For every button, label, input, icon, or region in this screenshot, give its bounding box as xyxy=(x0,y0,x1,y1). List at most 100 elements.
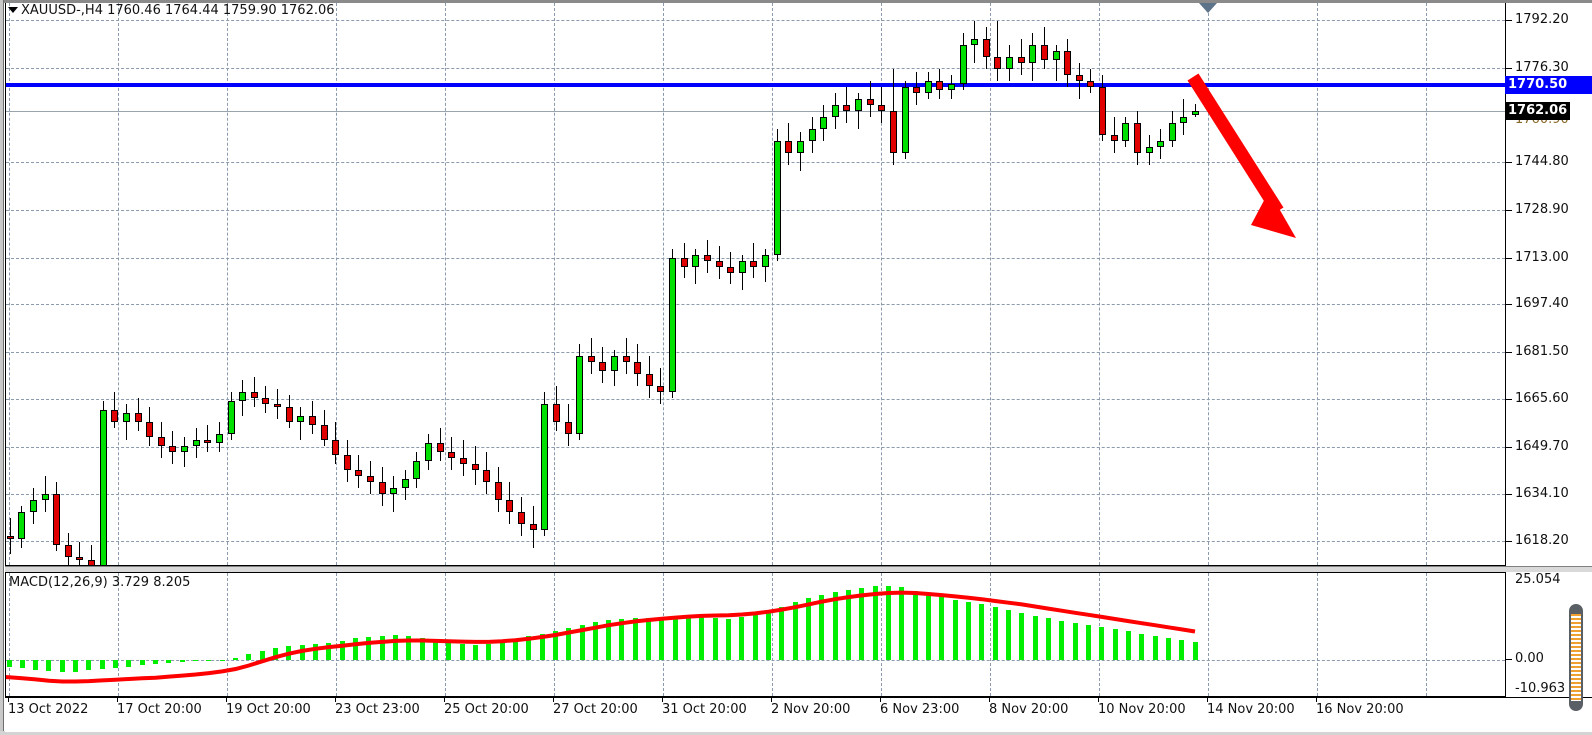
time-tick-label: 14 Nov 20:00 xyxy=(1207,702,1295,717)
candlestick xyxy=(622,3,630,565)
candlestick xyxy=(727,3,735,565)
candlestick xyxy=(820,3,828,565)
horizontal-level-line[interactable] xyxy=(6,83,1505,88)
price-tick xyxy=(1506,399,1512,401)
candle-wick xyxy=(1055,44,1057,81)
macd-histogram-bar xyxy=(619,618,625,660)
time-gridline xyxy=(1426,573,1427,696)
candlestick xyxy=(889,3,897,565)
candle-body-bearish xyxy=(320,425,328,441)
macd-histogram-bar xyxy=(979,604,985,660)
candle-wick xyxy=(1078,62,1080,99)
macd-histogram-bar xyxy=(19,659,25,668)
candle-wick xyxy=(1090,68,1092,93)
macd-tick xyxy=(1506,658,1512,660)
candle-body-bearish xyxy=(587,356,595,363)
candlestick xyxy=(518,3,526,565)
candle-body-bearish xyxy=(355,470,363,477)
candle-wick xyxy=(625,338,627,375)
candlestick xyxy=(1168,3,1176,565)
level-price-badge[interactable]: 1770.50 xyxy=(1505,76,1592,95)
window-left-border xyxy=(0,0,4,735)
candle-body-bearish xyxy=(448,452,456,459)
candlestick xyxy=(843,3,851,565)
candlestick xyxy=(157,3,165,565)
candlestick xyxy=(878,3,886,565)
scrollbar-grip[interactable] xyxy=(1571,614,1581,701)
candle-wick xyxy=(660,368,662,405)
macd-histogram-bar xyxy=(965,602,971,660)
candlestick xyxy=(1006,3,1014,565)
candlestick xyxy=(274,3,282,565)
candle-body-bullish xyxy=(855,98,863,111)
time-gridline xyxy=(1208,3,1209,565)
macd-histogram-bar xyxy=(419,637,425,660)
candle-body-bearish xyxy=(727,266,735,273)
candle-body-bearish xyxy=(274,404,282,408)
candlestick xyxy=(785,3,793,565)
window-bottom-border xyxy=(0,731,1592,735)
price-tick-label: 1697.40 xyxy=(1515,296,1569,312)
candle-body-bearish xyxy=(146,422,154,438)
macd-histogram-bar xyxy=(33,659,39,670)
candle-body-bullish xyxy=(401,479,409,489)
price-tick xyxy=(1506,162,1512,164)
candle-body-bearish xyxy=(53,494,61,546)
candle-body-bullish xyxy=(1157,140,1165,147)
candle-body-bullish xyxy=(947,83,955,90)
time-gridline xyxy=(445,3,446,565)
candle-body-bullish xyxy=(1168,122,1176,141)
candle-wick xyxy=(881,86,883,123)
candle-body-bearish xyxy=(483,470,491,483)
candlestick xyxy=(982,3,990,565)
candle-body-bearish xyxy=(843,104,851,111)
time-scale[interactable]: 13 Oct 2022 17 Oct 20:00 19 Oct 20:00 23 Oc… xyxy=(5,697,1592,732)
macd-histogram-bar xyxy=(579,625,585,660)
down-trend-arrow-icon[interactable] xyxy=(6,3,1505,565)
price-gridline xyxy=(6,304,1505,306)
candle-body-bearish xyxy=(6,536,14,540)
time-gridline xyxy=(1317,3,1318,565)
candlestick xyxy=(645,3,653,565)
window-top-border xyxy=(0,0,1592,3)
price-tick xyxy=(1506,209,1512,211)
price-chart-panel[interactable] xyxy=(5,3,1506,566)
price-tick-label: 1665.60 xyxy=(1515,391,1569,407)
price-tick-label: 1713.00 xyxy=(1515,249,1569,265)
chart-header: XAUUSD-,H4 1760.46 1764.44 1759.90 1762.… xyxy=(8,3,335,18)
candle-body-bearish xyxy=(913,86,921,93)
macd-indicator-panel[interactable] xyxy=(5,572,1506,697)
candle-body-bearish xyxy=(1099,86,1107,135)
price-tick xyxy=(1506,351,1512,353)
macd-histogram-bar xyxy=(352,638,358,660)
time-tick xyxy=(335,698,336,702)
current-price-line xyxy=(6,110,1505,112)
candle-wick xyxy=(114,392,116,429)
chevron-down-icon[interactable] xyxy=(8,6,18,13)
candle-body-bullish xyxy=(192,440,200,447)
macd-histogram-bar xyxy=(139,659,145,666)
candle-body-bearish xyxy=(1064,50,1072,75)
candle-body-bullish xyxy=(831,104,839,117)
macd-histogram-bar xyxy=(1165,637,1171,660)
time-gridline xyxy=(336,3,337,565)
vertical-scrollbar[interactable] xyxy=(1569,604,1583,711)
macd-histogram-bar xyxy=(46,659,52,672)
candlestick xyxy=(436,3,444,565)
candlestick xyxy=(401,3,409,565)
macd-histogram-bar xyxy=(1019,612,1025,660)
triangle-down-marker-icon[interactable] xyxy=(1199,3,1217,13)
price-gridline xyxy=(6,67,1505,69)
candlestick xyxy=(99,3,107,565)
macd-histogram-bar xyxy=(712,617,718,660)
macd-histogram-bar xyxy=(86,659,92,671)
time-gridline xyxy=(554,3,555,565)
macd-histogram-bar xyxy=(113,659,119,668)
price-gridline xyxy=(6,399,1505,401)
candlestick xyxy=(204,3,212,565)
candle-wick xyxy=(125,404,127,441)
candle-wick xyxy=(393,476,395,513)
time-tick-label: 10 Nov 20:00 xyxy=(1098,702,1186,717)
price-scale[interactable]: 1792.20 1776.30 1744.80 1728.90 1713.00 1697.… xyxy=(1505,3,1592,566)
candle-body-bearish xyxy=(785,140,793,153)
